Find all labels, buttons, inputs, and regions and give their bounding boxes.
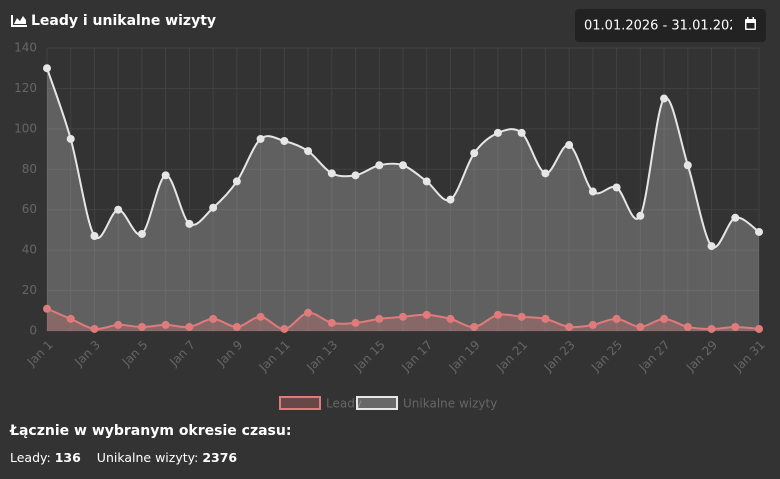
data-point xyxy=(280,136,289,145)
date-range[interactable]: 01.01.2026 - 31.01.2026 xyxy=(584,19,746,34)
date-picker[interactable]: 01.01.2026 - 31.01.2026 xyxy=(575,9,766,42)
data-point xyxy=(137,229,146,238)
summary-value: 2376 xyxy=(202,450,237,465)
legend-label: Unikalne wizyty xyxy=(403,397,497,411)
data-point xyxy=(327,318,336,327)
data-point xyxy=(90,324,99,333)
data-point xyxy=(304,147,313,156)
data-point xyxy=(493,310,502,319)
data-point xyxy=(232,322,241,331)
data-point xyxy=(399,161,407,170)
data-point xyxy=(446,314,455,323)
data-point xyxy=(683,161,692,170)
date-input[interactable] xyxy=(575,9,766,42)
data-point xyxy=(755,324,763,333)
chart-icon xyxy=(11,15,27,27)
data-point xyxy=(114,205,123,214)
data-point xyxy=(541,169,550,178)
series-area xyxy=(47,68,759,331)
data-point xyxy=(209,314,218,323)
data-point xyxy=(707,242,716,251)
data-point xyxy=(588,320,597,329)
summary-line: Leady: 136 Unikalne wizyty: 2376 xyxy=(10,450,237,465)
legend-item[interactable]: Leady xyxy=(279,396,362,411)
y-tick-label: 120 xyxy=(14,81,37,95)
legend-item[interactable]: Unikalne wizyty xyxy=(356,396,497,411)
calendar-icon[interactable] xyxy=(745,17,756,30)
data-point xyxy=(232,177,241,186)
y-tick-label: 100 xyxy=(14,121,37,135)
data-point xyxy=(256,312,265,321)
data-point xyxy=(137,322,146,331)
date-clip: 01.01.2026 - 31.01.2026 xyxy=(584,19,746,34)
data-point xyxy=(43,64,51,73)
data-point xyxy=(683,322,692,331)
legend-swatch xyxy=(356,396,398,410)
y-tick-label: 80 xyxy=(22,162,37,176)
data-point xyxy=(707,324,716,333)
y-tick-label: 0 xyxy=(29,324,37,338)
data-point xyxy=(588,187,597,196)
data-point xyxy=(280,324,289,333)
data-point xyxy=(612,314,621,323)
data-point xyxy=(541,314,550,323)
data-point xyxy=(636,211,645,220)
data-point xyxy=(660,94,669,103)
data-point xyxy=(185,219,194,228)
data-point xyxy=(565,322,574,331)
data-point xyxy=(470,322,479,331)
data-point xyxy=(66,134,75,143)
data-point xyxy=(43,304,51,313)
summary-value: 136 xyxy=(55,450,81,465)
data-point xyxy=(493,128,502,137)
legend-label: Leady xyxy=(326,397,362,411)
data-point xyxy=(636,322,645,331)
data-point xyxy=(161,171,170,180)
data-point xyxy=(470,149,479,158)
data-point xyxy=(351,171,360,180)
y-tick-label: 140 xyxy=(14,41,37,55)
y-tick-label: 60 xyxy=(22,202,37,216)
data-point xyxy=(351,318,360,327)
data-point xyxy=(517,128,526,137)
data-point xyxy=(660,314,669,323)
data-point xyxy=(422,310,431,319)
legend-swatch xyxy=(279,396,321,410)
data-point xyxy=(422,177,431,186)
data-point xyxy=(256,134,265,143)
data-point xyxy=(612,183,621,192)
y-tick-label: 40 xyxy=(22,243,37,257)
y-tick-label: 20 xyxy=(22,283,37,297)
data-point xyxy=(327,169,336,178)
data-point xyxy=(517,312,526,321)
data-point xyxy=(90,231,99,240)
summary-title: Łącznie w wybranym okresie czasu: xyxy=(9,423,291,439)
data-point xyxy=(565,141,574,150)
data-point xyxy=(755,227,763,236)
widget-title: Leady i unikalne wizyty xyxy=(31,13,216,29)
data-point xyxy=(209,203,218,212)
data-point xyxy=(114,320,123,329)
data-point xyxy=(446,195,455,204)
summary-label: Unikalne wizyty: xyxy=(97,450,199,465)
data-point xyxy=(399,312,407,321)
summary-label: Leady: xyxy=(10,450,51,465)
data-point xyxy=(375,161,384,170)
data-point xyxy=(304,308,313,317)
data-point xyxy=(161,320,170,329)
data-point xyxy=(375,314,384,323)
data-point xyxy=(731,322,740,331)
data-point xyxy=(66,314,75,323)
data-point xyxy=(185,322,194,331)
data-point xyxy=(731,213,740,222)
